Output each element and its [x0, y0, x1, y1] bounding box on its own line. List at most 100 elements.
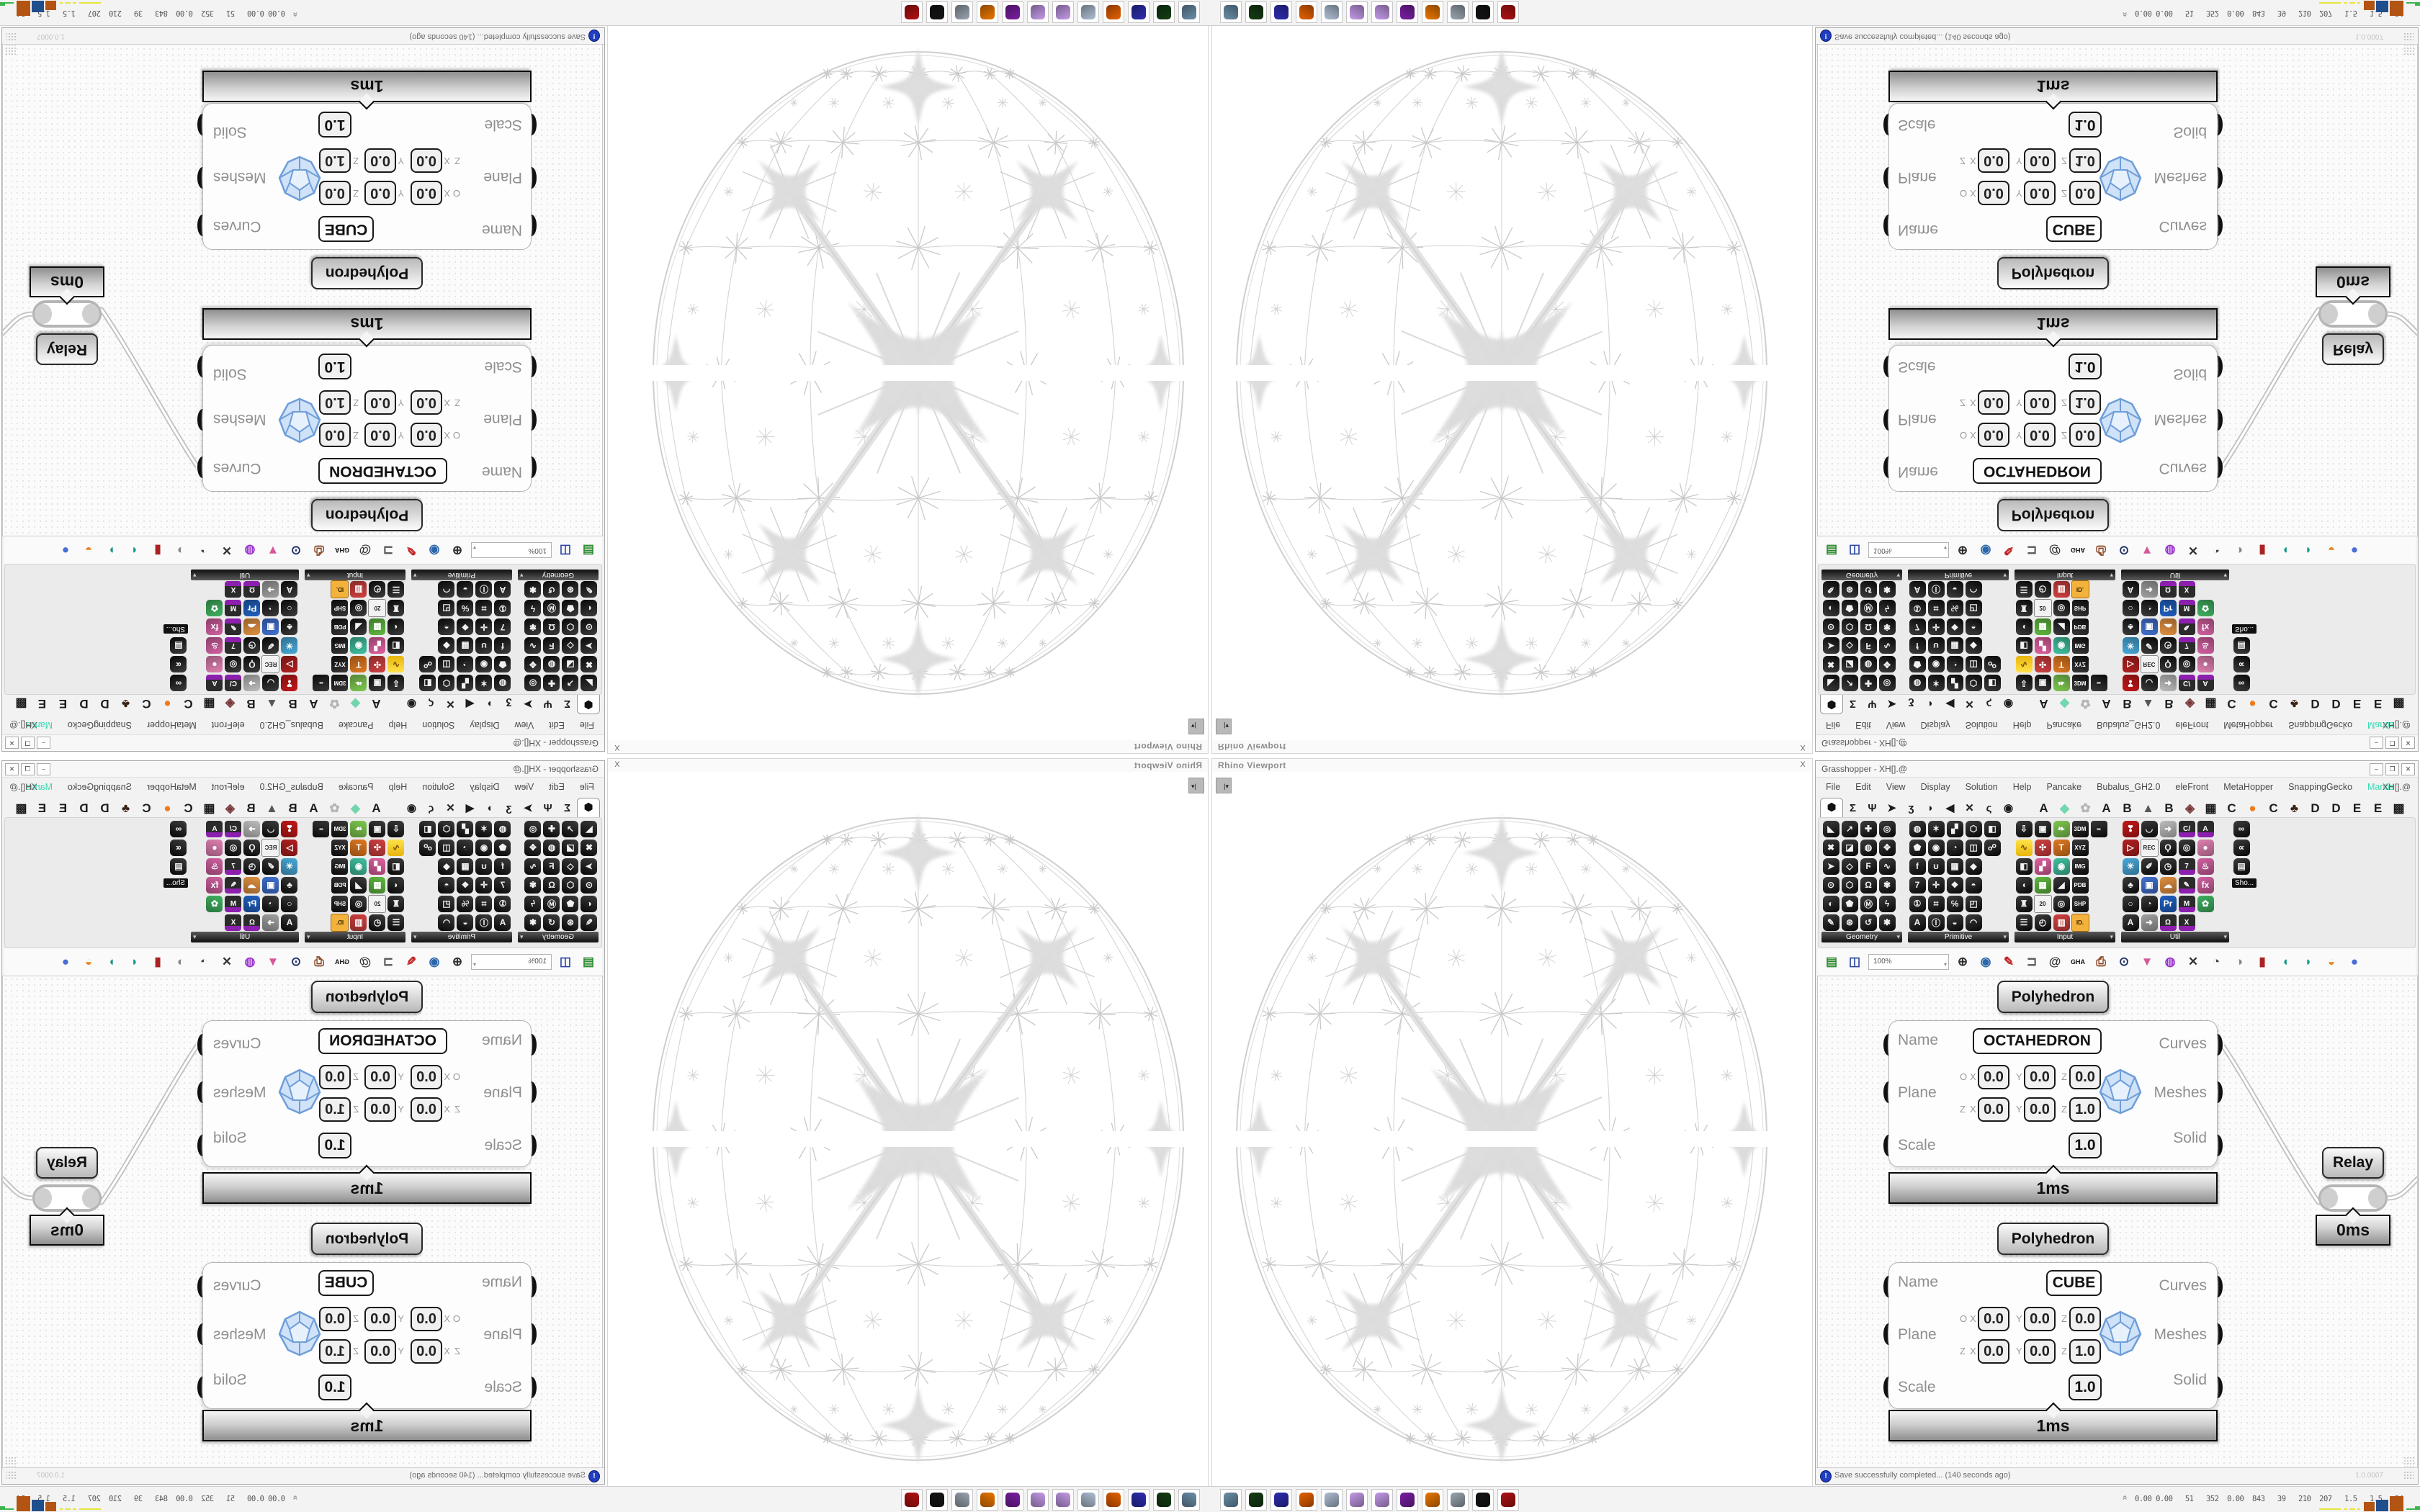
polyhedron-component-cube[interactable]: Name CUBE Curves Plane O X 0.0 Y 0.0 Z 0…	[1883, 103, 2223, 250]
scale-value-box[interactable]: 1.0	[2069, 112, 2102, 138]
component-icon[interactable]: Ω	[1860, 618, 1877, 636]
component-icon[interactable]: ◍	[494, 675, 511, 692]
component-icon[interactable]: ♨	[206, 637, 223, 654]
component-icon[interactable]: ID.	[331, 913, 349, 932]
menu-item-edit[interactable]: Edit	[1855, 782, 1871, 792]
menu-item-view[interactable]: View	[514, 782, 534, 792]
component-icon[interactable]: ✳	[281, 637, 298, 654]
plane-oy-value[interactable]: 0.0	[2024, 181, 2056, 205]
plugin-tab-16[interactable]: E	[2373, 801, 2383, 815]
component-icon[interactable]: IMG	[331, 858, 349, 875]
toolbar-icon-10[interactable]: ▼	[2141, 544, 2154, 557]
toolbar-icon-15[interactable]: ▮	[2259, 955, 2266, 968]
component-icon[interactable]: ☰	[2015, 581, 2033, 598]
taskbar-icon-blender[interactable]	[977, 1, 998, 23]
panel-footer-input[interactable]: Input ▾	[305, 570, 405, 580]
component-icon[interactable]: ◪	[1841, 839, 1858, 856]
component-icon[interactable]: ✥	[1878, 839, 1896, 856]
menu-item-solution[interactable]: Solution	[422, 782, 455, 792]
component-icon[interactable]: ∿	[2015, 839, 2033, 856]
component-icon[interactable]: ✶	[475, 820, 493, 837]
plugin-tab-6[interactable]: B	[2164, 697, 2174, 711]
component-icon[interactable]: 3DM	[2071, 675, 2089, 692]
resize-grip[interactable]	[2403, 1471, 2414, 1480]
plugin-tab-10[interactable]: ●	[2249, 697, 2257, 711]
component-icon[interactable]: ⬟	[1909, 839, 1926, 856]
component-icon[interactable]: Pr	[243, 895, 261, 912]
scale-value-box[interactable]: 1.0	[2069, 1133, 2102, 1158]
taskbar-icon-wolf-app[interactable]	[1472, 1, 1494, 23]
input-port-plane[interactable]	[526, 167, 537, 189]
component-icon[interactable]: ⬡	[1965, 675, 1982, 692]
component-icon[interactable]: ✱	[1878, 914, 1896, 931]
component-icon[interactable]: ∝	[2233, 656, 2250, 673]
component-icon[interactable]: PDB	[2071, 876, 2089, 894]
component-icon[interactable]: M	[225, 895, 242, 912]
stats-expand-chevron[interactable]: »	[2119, 12, 2130, 17]
plane-oy-value[interactable]: 0.0	[2024, 423, 2056, 447]
input-port-name[interactable]	[1883, 1276, 1894, 1297]
component-icon[interactable]: ϟ	[524, 600, 542, 617]
relay-port-out[interactable]	[35, 1188, 52, 1208]
component-icon[interactable]: ↗	[1841, 820, 1858, 837]
component-icon[interactable]: ✖	[581, 656, 598, 673]
canvas-resize-grip[interactable]	[5, 1457, 17, 1467]
component-icon[interactable]: ◎	[524, 820, 542, 837]
component-icon[interactable]: ◎	[1878, 675, 1896, 692]
plane-zz-value[interactable]: 1.0	[2069, 390, 2101, 415]
component-icon[interactable]: ⬟	[562, 895, 579, 912]
taskbar-icon-screen-recorder[interactable]	[1245, 1, 1267, 23]
component-icon[interactable]: ○	[281, 600, 298, 617]
relay-component-label[interactable]: Relay	[2322, 1147, 2384, 1179]
output-port-solid[interactable]	[197, 356, 208, 377]
minimize-button[interactable]: –	[37, 763, 50, 775]
component-icon[interactable]: ◉	[475, 839, 493, 856]
polyhedron-component-cube[interactable]: Name CUBE Curves Plane O X 0.0 Y 0.0 Z 0…	[197, 103, 537, 250]
component-icon[interactable]: Ϝ	[1860, 637, 1877, 654]
component-icon[interactable]: A	[1909, 914, 1926, 931]
component-icon[interactable]: ✎	[1822, 581, 1839, 598]
plugin-tab-16[interactable]: E	[2373, 697, 2383, 711]
tab-icon-2[interactable]: ➤	[1887, 802, 1896, 814]
component-icon[interactable]: ⬟	[1909, 656, 1926, 673]
input-port-plane[interactable]	[1883, 167, 1894, 189]
component-icon[interactable]: PDB	[331, 876, 349, 894]
component-icon[interactable]: Ω	[1860, 876, 1877, 894]
component-icon[interactable]: ◰	[438, 895, 455, 912]
rhino-viewport-canvas[interactable]	[1212, 26, 1812, 740]
component-icon[interactable]: ◔	[457, 839, 474, 856]
minimize-button[interactable]: –	[2370, 763, 2383, 775]
menu-item-display[interactable]: Display	[1920, 720, 1950, 730]
component-icon[interactable]: ✎	[1822, 914, 1839, 931]
component-icon[interactable]: Ϝ	[543, 858, 560, 875]
component-icon[interactable]: ◠	[1965, 581, 1982, 598]
panel-footer-input[interactable]: Input ▾	[2015, 570, 2115, 580]
menu-item-metahopper[interactable]: MetaHopper	[2223, 720, 2274, 730]
component-icon[interactable]: ◉	[1927, 839, 1945, 856]
toolbar-icon-10[interactable]: ▼	[266, 955, 279, 968]
plugin-tab-10[interactable]: ●	[163, 697, 171, 711]
toolbar-icon-12[interactable]: ✕	[221, 544, 233, 557]
component-icon[interactable]: ✳	[2122, 858, 2139, 875]
component-icon[interactable]: ✾	[1878, 618, 1896, 636]
plugin-tab-0[interactable]: A	[2039, 801, 2048, 815]
grasshopper-titlebar[interactable]: Grasshopper - XH[].@ – ❐ ✕	[1816, 761, 2418, 778]
component-icon[interactable]: ◧	[2015, 858, 2033, 875]
component-icon[interactable]: ◰	[1965, 600, 1982, 617]
plugin-tab-17[interactable]: ▩	[2393, 801, 2405, 815]
polyhedron-component-octahedron[interactable]: Name OCTAHEDRON Curves Plane O X 0.0 Y 0…	[197, 1020, 537, 1167]
viewport-menu-dropdown[interactable]: |▾	[1216, 778, 1232, 793]
component-icon[interactable]: Ⓜ	[1860, 895, 1877, 912]
rhino-viewport-canvas[interactable]	[608, 26, 1208, 740]
plugin-tab-1[interactable]: ◆	[350, 697, 361, 711]
component-icon[interactable]: ◍	[543, 839, 560, 856]
component-icon[interactable]: ▤	[170, 637, 187, 654]
output-port-solid[interactable]	[2212, 1377, 2223, 1398]
plugin-tab-9[interactable]: C	[2227, 801, 2236, 815]
toolbar-icon-19[interactable]: ●	[2350, 544, 2359, 557]
component-icon[interactable]: ◡	[262, 820, 279, 837]
component-icon[interactable]: ✥	[524, 839, 542, 856]
component-icon[interactable]: ◐	[1822, 600, 1839, 617]
plane-ox-value[interactable]: 0.0	[1978, 1065, 2009, 1089]
input-port-name[interactable]	[526, 215, 537, 236]
